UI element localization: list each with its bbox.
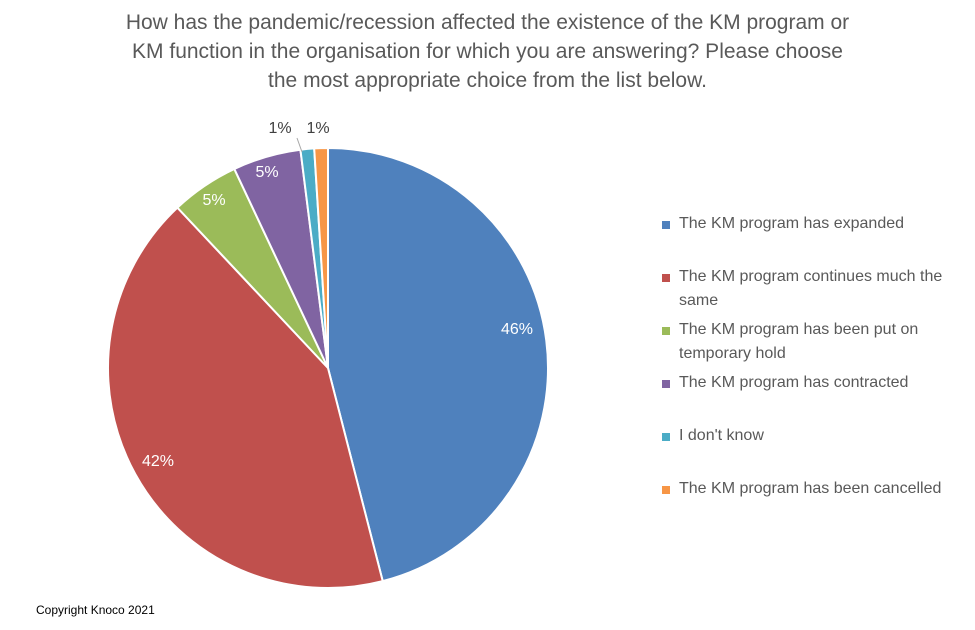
pie-data-label: 1% <box>268 120 291 137</box>
pie-data-labels: 46% 42% 5% 5% 1% 1% <box>142 120 533 470</box>
pie-data-label: 42% <box>142 453 174 470</box>
legend-swatch <box>662 486 670 494</box>
legend-label-line: The KM program has expanded <box>679 215 905 232</box>
pie-data-label: 5% <box>255 164 278 181</box>
pie-data-label: 46% <box>501 321 533 338</box>
pie-slices <box>107 146 549 589</box>
pie-slice[interactable] <box>313 146 329 369</box>
pie-data-label: 1% <box>306 120 329 137</box>
pie-slice[interactable] <box>327 146 549 583</box>
legend-label: I don't know <box>662 424 962 448</box>
legend-label: The KM program has been put on temporary… <box>662 318 962 366</box>
chart-title-line: the most appropriate choice from the lis… <box>268 69 707 92</box>
legend-label-line: The KM program continues much the <box>679 268 943 285</box>
legend-label: The KM program continues much the same <box>662 265 962 313</box>
legend-item-dont-know[interactable]: I don't know <box>662 424 962 448</box>
legend-item-temporary-hold[interactable]: The KM program has been put on temporary… <box>662 318 962 366</box>
pie-data-label: 5% <box>202 192 225 209</box>
copyright-text: Copyright Knoco 2021 <box>36 603 155 617</box>
legend-label: The KM program has been cancelled <box>662 477 962 501</box>
leader-line <box>296 137 303 153</box>
chart-title-line: KM function in the organisation for whic… <box>132 40 843 63</box>
legend-label-line: same <box>679 292 719 309</box>
legend-label-line: temporary hold <box>679 345 786 362</box>
legend-swatch <box>662 274 670 282</box>
legend-item-cancelled[interactable]: The KM program has been cancelled <box>662 477 962 501</box>
legend-label-line: The KM program has contracted <box>679 374 909 391</box>
legend-item-contracted[interactable]: The KM program has contracted <box>662 371 962 395</box>
legend-swatch <box>662 221 670 229</box>
chart-title: How has the pandemic/recession affected … <box>60 8 915 95</box>
legend-swatch <box>662 327 670 335</box>
legend-swatch <box>662 380 670 388</box>
legend-label-line: The KM program has been cancelled <box>679 480 942 497</box>
legend-item-expanded[interactable]: The KM program has expanded <box>662 212 962 236</box>
legend-swatch <box>662 433 670 441</box>
legend-label-line: The KM program has been put on <box>679 321 919 338</box>
legend-label: The KM program has contracted <box>662 371 962 395</box>
legend-label-line: I don't know <box>679 427 764 444</box>
chart-title-line: How has the pandemic/recession affected … <box>125 11 850 34</box>
legend-label: The KM program has expanded <box>662 212 962 236</box>
pie-slice[interactable] <box>107 206 384 589</box>
legend-item-same[interactable]: The KM program continues much the same <box>662 265 962 313</box>
